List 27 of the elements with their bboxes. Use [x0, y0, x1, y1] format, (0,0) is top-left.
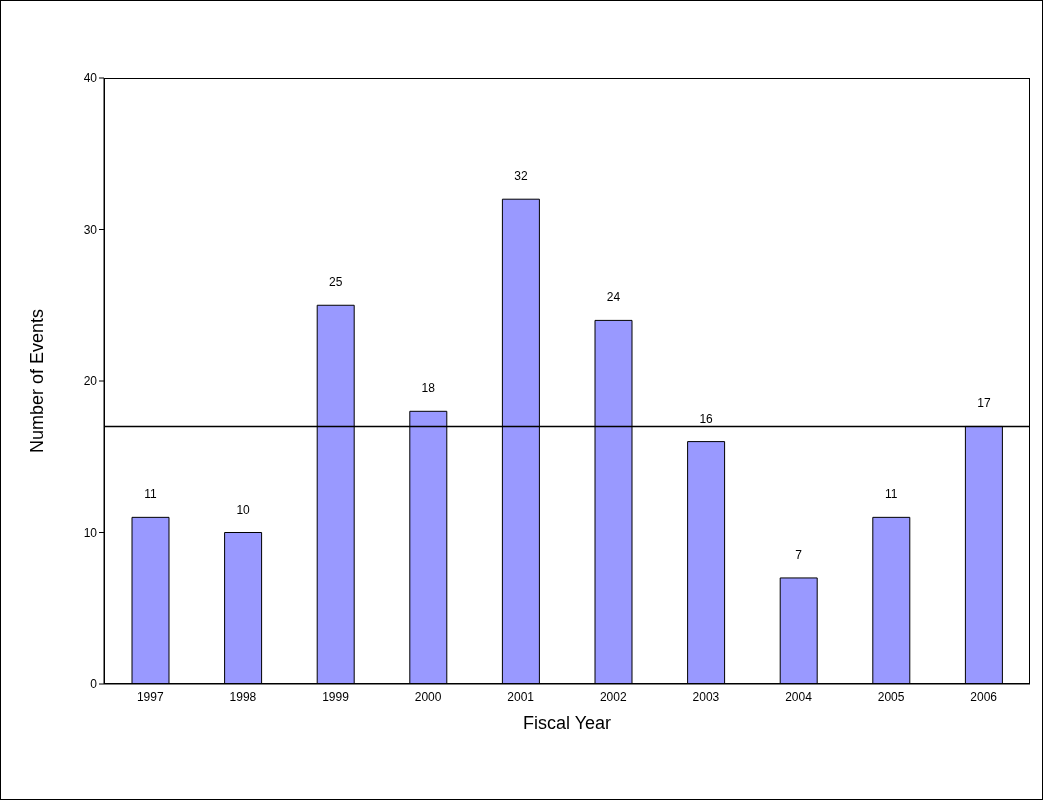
- x-tick-label: 2005: [877, 689, 905, 704]
- data-label: 32: [514, 169, 528, 184]
- x-tick-label: 2004: [785, 689, 813, 704]
- y-tick-label: 40: [83, 71, 98, 86]
- x-tick-label: 2000: [414, 689, 442, 704]
- y-tick-label: 10: [83, 525, 98, 540]
- data-label: 7: [795, 547, 803, 562]
- x-tick-label: 1997: [136, 689, 164, 704]
- data-label: 16: [699, 411, 714, 426]
- data-label: 17: [977, 396, 991, 411]
- data-label: 18: [421, 381, 436, 396]
- x-axis-title: Fiscal Year: [522, 713, 612, 733]
- data-label: 24: [606, 290, 621, 305]
- x-tick-label: 1999: [322, 689, 350, 704]
- x-tick-label: 2001: [507, 689, 535, 704]
- x-tick-label: 2006: [970, 689, 998, 704]
- x-tick-label: 2003: [692, 689, 720, 704]
- data-label: 11: [885, 487, 898, 502]
- y-tick-label: 20: [83, 374, 98, 389]
- y-tick-label: 0: [90, 677, 98, 692]
- data-label: 10: [236, 502, 251, 517]
- data-label: 25: [329, 275, 343, 290]
- y-axis-title: Number of Events: [27, 308, 48, 454]
- x-tick-label: 1998: [229, 689, 257, 704]
- x-tick-label: 2002: [599, 689, 627, 704]
- data-label: 11: [144, 487, 158, 502]
- y-tick-label: 30: [83, 222, 98, 237]
